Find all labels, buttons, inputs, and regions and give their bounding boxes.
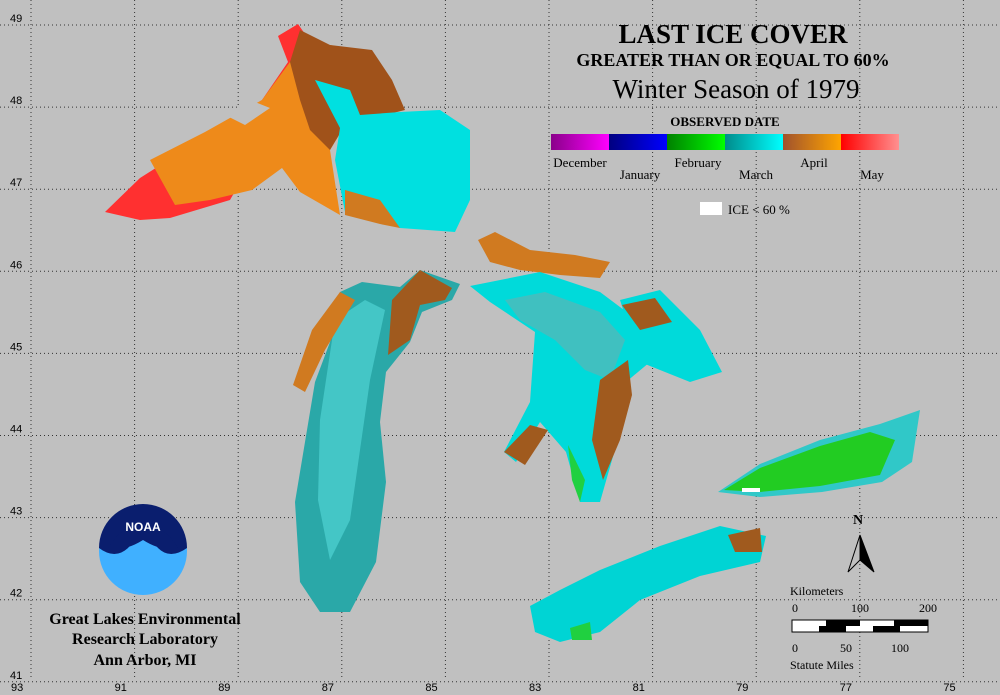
legend-label: March bbox=[739, 167, 773, 182]
legend-swatch bbox=[667, 134, 725, 150]
latitude-label: 43 bbox=[10, 506, 22, 518]
mi-tick: 0 bbox=[792, 641, 798, 655]
longitude-label: 93 bbox=[11, 682, 23, 694]
legend-swatch bbox=[551, 134, 609, 150]
km-tick: 0 bbox=[792, 601, 798, 615]
longitude-label: 85 bbox=[425, 682, 437, 694]
latitude-label: 46 bbox=[10, 259, 22, 271]
ice-region bbox=[570, 622, 592, 640]
ice-region bbox=[728, 528, 762, 552]
legend-swatch bbox=[783, 134, 841, 150]
low-ice-swatch bbox=[700, 202, 722, 215]
legend-label: February bbox=[675, 155, 722, 170]
scale-bar: Kilometers Statute Miles 0 100 200 0 50 100 bbox=[790, 584, 937, 672]
ice-region bbox=[622, 298, 672, 330]
scale-segment bbox=[826, 620, 860, 626]
lake-erie bbox=[530, 526, 766, 642]
scale-segment bbox=[873, 626, 900, 632]
logo-bird bbox=[108, 520, 178, 549]
km-tick: 200 bbox=[919, 601, 937, 615]
low-ice-patch bbox=[742, 488, 760, 492]
latitude-label: 45 bbox=[10, 341, 22, 353]
credit-line: Ann Arbor, MI bbox=[94, 652, 197, 669]
lake-huron bbox=[470, 272, 722, 502]
scale-segment bbox=[894, 620, 928, 626]
lake-ontario bbox=[718, 410, 920, 497]
low-ice-label: ICE < 60 % bbox=[728, 202, 790, 217]
legend-label: January bbox=[620, 167, 661, 182]
legend-swatch bbox=[609, 134, 667, 150]
credit-line: Research Laboratory bbox=[72, 631, 218, 648]
season: Winter Season of 1979 bbox=[612, 74, 859, 104]
km-tick: 100 bbox=[851, 601, 869, 615]
credits: Great Lakes Environmental Research Labor… bbox=[49, 611, 241, 669]
legend-swatch bbox=[841, 134, 899, 150]
latitude-label: 42 bbox=[10, 588, 22, 600]
legend: December January February March April May bbox=[551, 134, 899, 182]
longitude-label: 79 bbox=[736, 682, 748, 694]
latitude-label: 49 bbox=[10, 13, 22, 25]
legend-label: April bbox=[800, 155, 828, 170]
isle-royale bbox=[225, 100, 270, 125]
map-subtitle: GREATER THAN OR EQUAL TO 60% bbox=[576, 50, 889, 70]
lake-michigan bbox=[293, 270, 460, 612]
km-label: Kilometers bbox=[790, 584, 844, 598]
mi-tick: 100 bbox=[891, 641, 909, 655]
ice-region bbox=[318, 300, 385, 560]
legend-heading: OBSERVED DATE bbox=[670, 114, 779, 129]
ice-region bbox=[724, 432, 895, 492]
compass-label: N bbox=[853, 513, 863, 528]
ice-region bbox=[530, 526, 766, 642]
legend-swatch bbox=[725, 134, 783, 150]
legend-label: May bbox=[860, 167, 884, 182]
north-arrow: N bbox=[847, 513, 875, 573]
latitude-label: 47 bbox=[10, 177, 22, 189]
green-bay bbox=[293, 292, 355, 392]
longitude-label: 77 bbox=[840, 682, 852, 694]
latitude-label: 44 bbox=[10, 424, 22, 436]
longitude-label: 81 bbox=[633, 682, 645, 694]
noaa-logo: NOAA bbox=[99, 504, 187, 595]
ice-region bbox=[505, 292, 625, 380]
longitude-label: 89 bbox=[218, 682, 230, 694]
mi-tick: 50 bbox=[840, 641, 852, 655]
latitude-label: 48 bbox=[10, 95, 22, 107]
logo-text: NOAA bbox=[125, 520, 161, 534]
longitude-label: 83 bbox=[529, 682, 541, 694]
ice-region bbox=[388, 270, 452, 355]
longitude-label: 75 bbox=[943, 682, 955, 694]
mi-label: Statute Miles bbox=[790, 658, 854, 672]
ice-region bbox=[504, 425, 548, 465]
longitude-label: 91 bbox=[115, 682, 127, 694]
longitude-label: 87 bbox=[322, 682, 334, 694]
map-title: LAST ICE COVER bbox=[618, 19, 848, 49]
latitude-label: 41 bbox=[10, 670, 22, 682]
scale-segment bbox=[819, 626, 846, 632]
north-channel bbox=[478, 232, 610, 278]
ice-region bbox=[568, 445, 585, 502]
ice-region bbox=[592, 360, 632, 480]
legend-label: December bbox=[553, 155, 607, 170]
credit-line: Great Lakes Environmental bbox=[49, 611, 241, 628]
arrow-right bbox=[859, 534, 875, 573]
lake-superior bbox=[105, 24, 470, 232]
ice-region bbox=[345, 190, 400, 228]
